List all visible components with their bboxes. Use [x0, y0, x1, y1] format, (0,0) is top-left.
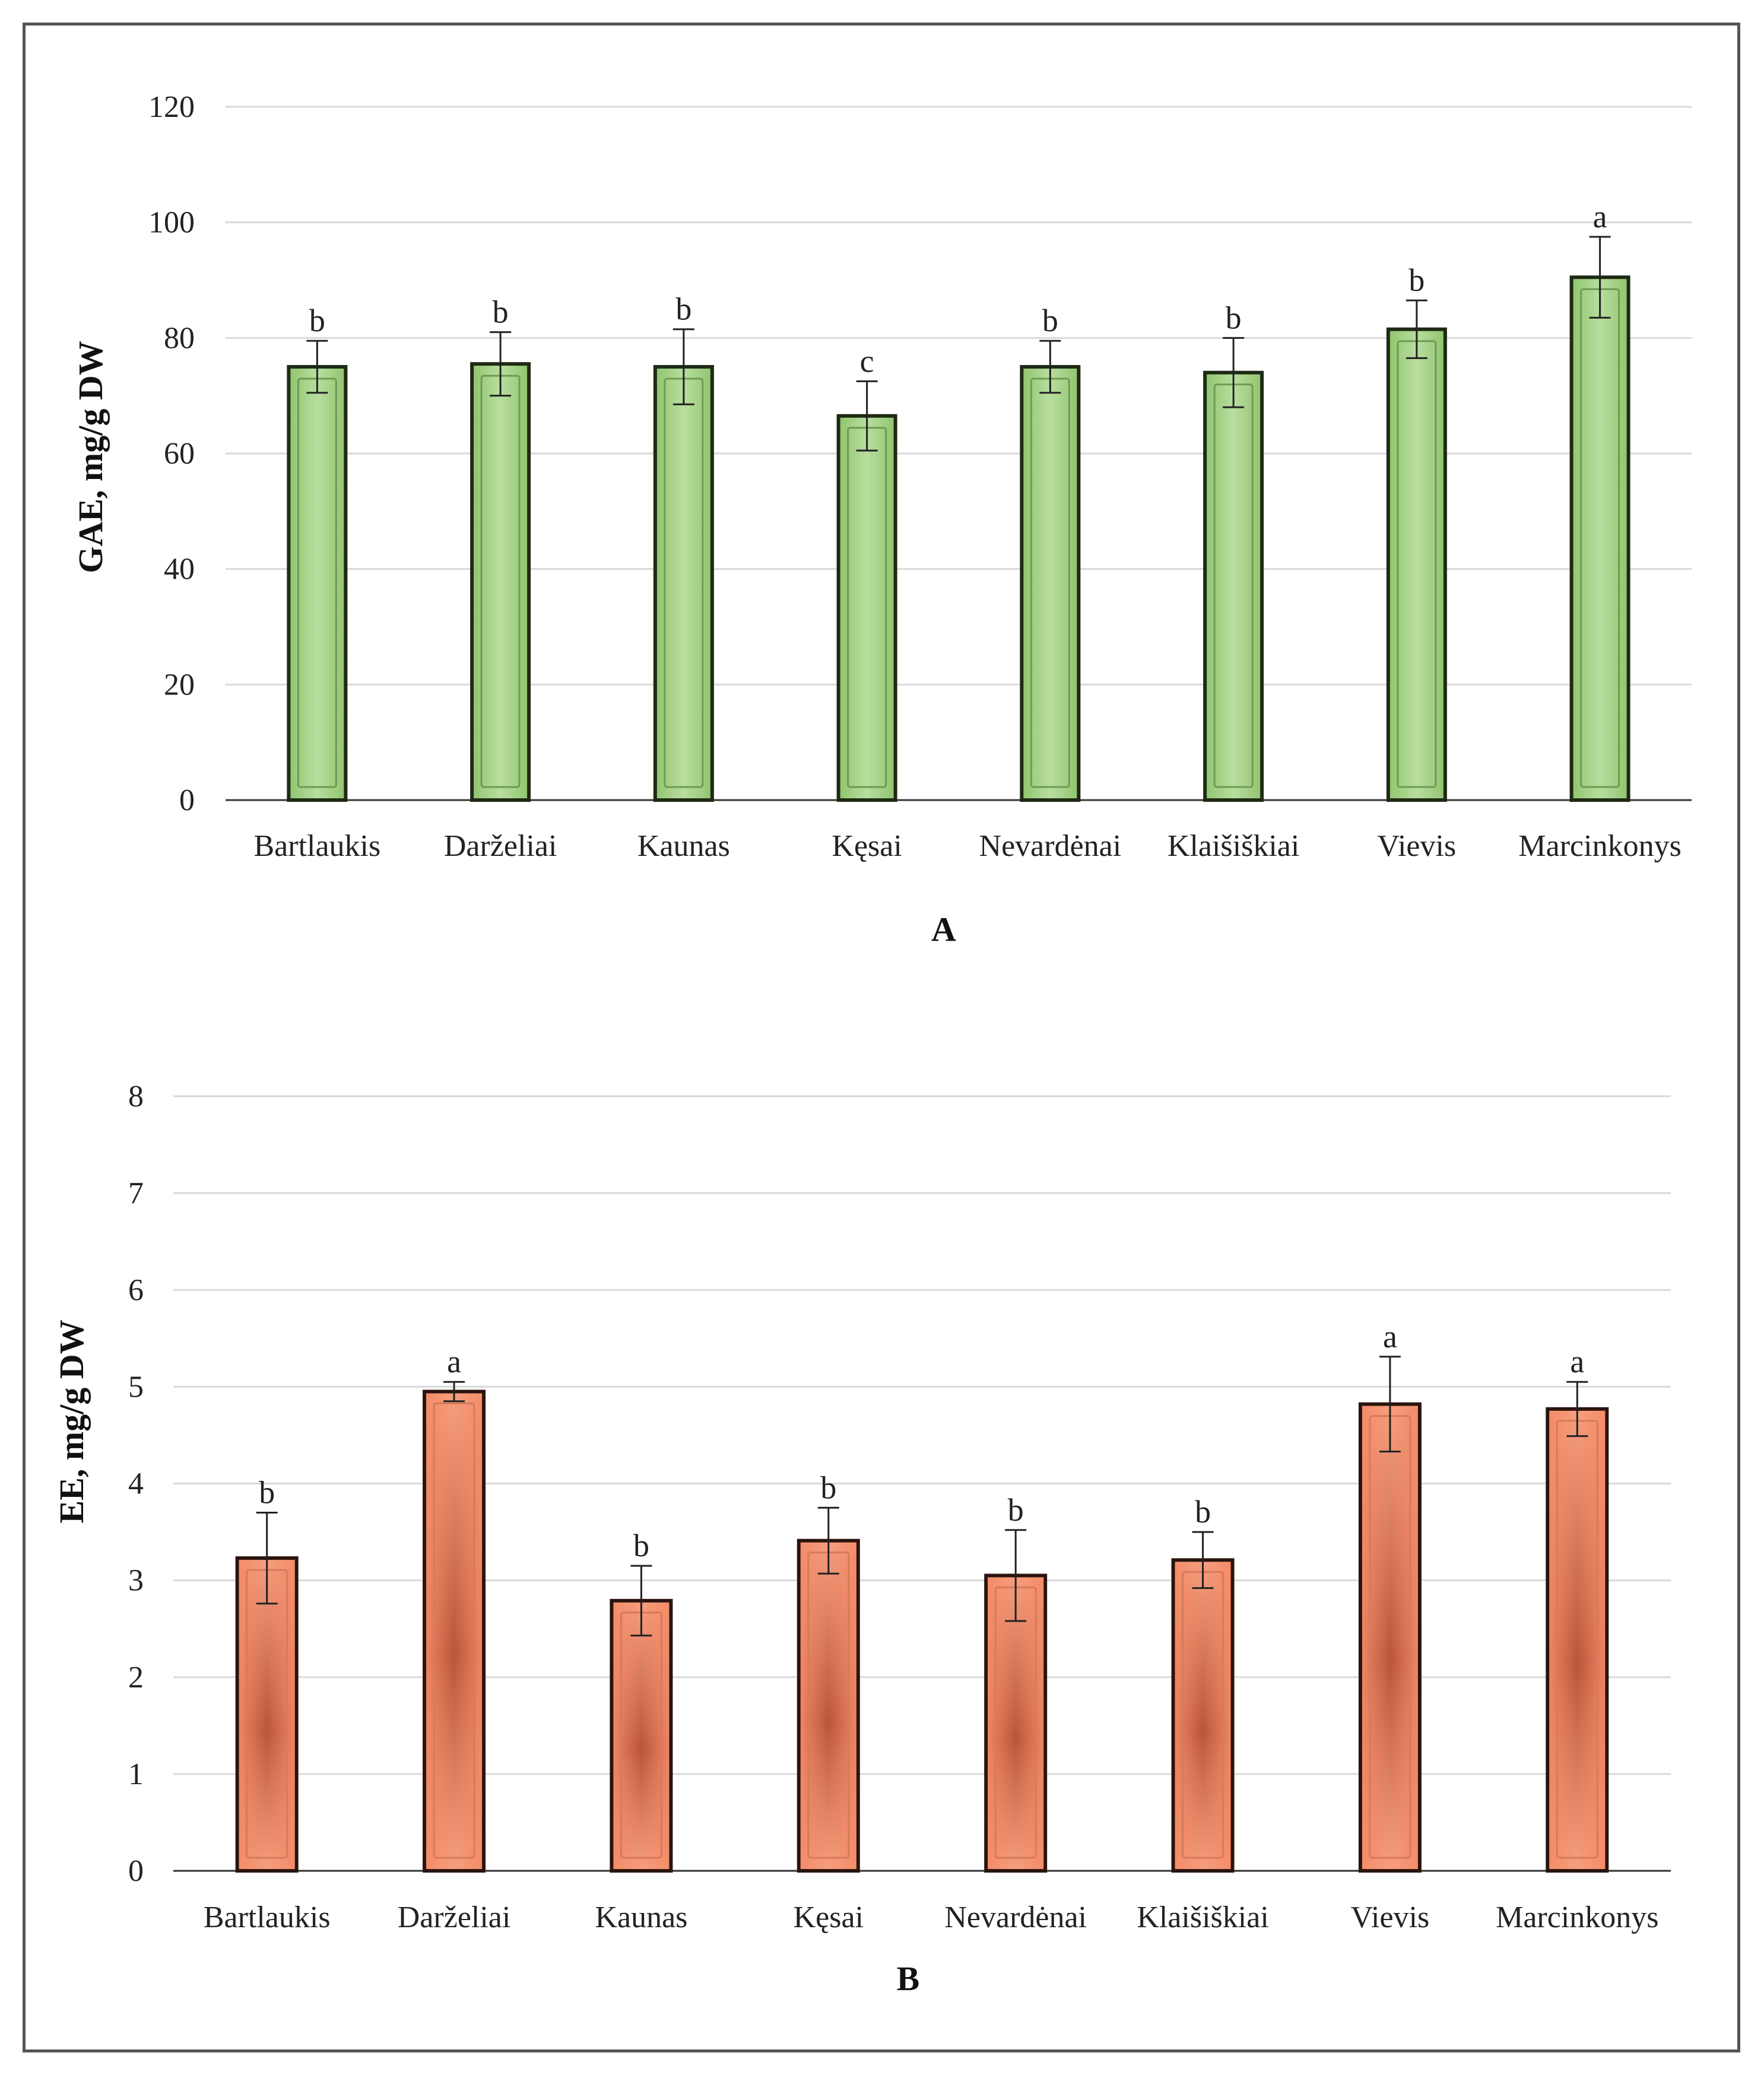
- x-tick-label-5: Nevardėnai: [944, 1901, 1087, 1934]
- panel-a-bars: b b b c b b b a: [287, 199, 1630, 802]
- bar-group-8: a: [1546, 1344, 1609, 1873]
- x-tick-label-1: Bartlaukis: [254, 829, 381, 863]
- significance-letter-3: b: [675, 291, 691, 327]
- significance-letter-5: b: [1042, 303, 1058, 338]
- y-tick-label-5: 5: [128, 1370, 144, 1404]
- x-tick-label-4: Kęsai: [832, 829, 902, 863]
- y-tick-label-3: 3: [128, 1564, 144, 1598]
- y-tick-label-1: 1: [128, 1757, 144, 1791]
- bar-group-6: b: [1203, 300, 1264, 802]
- figure-frame: [23, 23, 1740, 2052]
- y-tick-label-0: 0: [179, 783, 195, 817]
- bar-2: [470, 362, 531, 802]
- x-tick-label-3: Kaunas: [595, 1901, 687, 1934]
- x-tick-label-1: Bartlaukis: [204, 1901, 331, 1934]
- bar-sheen-7: [1362, 1405, 1418, 1869]
- bar-1: [287, 365, 348, 802]
- x-tick-label-7: Vievis: [1378, 829, 1457, 863]
- bar-sheen-6: [1175, 1562, 1231, 1869]
- bar-sheen-2: [426, 1393, 483, 1869]
- significance-letter-3: b: [633, 1528, 649, 1563]
- bar-sheen-4: [800, 1542, 856, 1869]
- significance-letter-4: c: [860, 343, 874, 379]
- x-tick-label-5: Nevardėnai: [979, 829, 1122, 863]
- significance-letter-6: b: [1226, 300, 1242, 335]
- x-tick-label-3: Kaunas: [637, 829, 730, 863]
- x-tick-label-8: Marcinkonys: [1496, 1901, 1658, 1934]
- panel-b-y-axis: 0 1 2 3 4 5 6 7 8: [128, 1080, 144, 1888]
- bar-group-3: b: [653, 291, 714, 802]
- bar-sheen-5: [988, 1577, 1044, 1869]
- bar-sheen-1: [239, 1560, 295, 1869]
- bar-group-1: b: [287, 303, 348, 802]
- chart-panel-b: 0 1 2 3 4 5 6 7 8 b a b b b b a a Bartlaukis Darželiai Ka…: [52, 1080, 1671, 1998]
- significance-letter-2: a: [447, 1344, 461, 1379]
- bar-7: [1386, 327, 1447, 802]
- chart-panel-a: 0 20 40 60 80 100 120 b b b c b b b a Bartlaukis Darže…: [71, 90, 1692, 948]
- y-tick-label-20: 20: [164, 668, 195, 702]
- y-tick-label-8: 8: [128, 1080, 144, 1113]
- x-tick-label-4: Kęsai: [794, 1901, 864, 1934]
- bar-5: [1020, 365, 1081, 802]
- x-tick-label-2: Darželiai: [398, 1901, 511, 1934]
- panel-b-label: B: [897, 1959, 920, 1998]
- bar-group-2: a: [423, 1344, 486, 1873]
- bar-group-7: a: [1358, 1319, 1422, 1873]
- bar-sheen-3: [613, 1602, 670, 1869]
- y-tick-label-120: 120: [148, 90, 195, 124]
- y-tick-label-7: 7: [128, 1176, 144, 1210]
- bar-6: [1203, 370, 1264, 802]
- significance-letter-2: b: [493, 294, 509, 330]
- y-tick-label-2: 2: [128, 1661, 144, 1695]
- panel-b-x-axis: Bartlaukis Darželiai Kaunas Kęsai Nevardėnai…: [204, 1901, 1659, 1934]
- significance-letter-8: a: [1593, 199, 1607, 234]
- bar-8: [1569, 275, 1630, 802]
- y-tick-label-60: 60: [164, 437, 195, 471]
- significance-letter-8: a: [1570, 1344, 1584, 1379]
- y-tick-label-6: 6: [128, 1273, 144, 1307]
- significance-letter-7: a: [1383, 1319, 1397, 1354]
- bar-group-3: b: [610, 1528, 673, 1873]
- y-tick-label-0: 0: [128, 1854, 144, 1888]
- y-tick-label-100: 100: [148, 206, 195, 240]
- significance-letter-4: b: [820, 1470, 836, 1505]
- bar-group-5: b: [1020, 303, 1081, 802]
- bar-bevel-2: [433, 1403, 475, 1859]
- x-tick-label-6: Klaišiškiai: [1137, 1901, 1268, 1934]
- x-tick-label-6: Klaišiškiai: [1167, 829, 1299, 863]
- bar-group-2: b: [470, 294, 531, 802]
- panel-a-y-axis-title: GAE, mg/g DW: [71, 341, 110, 573]
- bar-group-5: b: [984, 1492, 1048, 1873]
- bar-sheen-8: [1549, 1410, 1606, 1869]
- bar-group-8: a: [1569, 199, 1630, 802]
- significance-letter-5: b: [1008, 1492, 1024, 1528]
- significance-letter-7: b: [1408, 262, 1424, 298]
- x-tick-label-7: Vievis: [1351, 1901, 1430, 1934]
- panel-b-y-axis-title: EE, mg/g DW: [52, 1319, 91, 1523]
- panel-a-x-axis: Bartlaukis Darželiai Kaunas Kęsai Nevardėnai…: [254, 829, 1681, 863]
- bar-group-4: b: [797, 1470, 860, 1873]
- panel-a-label: A: [931, 910, 956, 948]
- bar-group-4: c: [836, 343, 897, 802]
- significance-letter-6: b: [1195, 1494, 1211, 1530]
- y-tick-label-40: 40: [164, 553, 195, 586]
- panel-b-bars: b a b b b b a a: [235, 1319, 1609, 1873]
- x-tick-label-2: Darželiai: [444, 829, 557, 863]
- y-tick-label-80: 80: [164, 321, 195, 355]
- bar-4: [836, 414, 897, 802]
- panel-a-gridlines: [226, 106, 1692, 801]
- bar-group-6: b: [1171, 1494, 1235, 1873]
- significance-letter-1: b: [259, 1474, 275, 1510]
- bar-group-7: b: [1386, 262, 1447, 802]
- panel-b-gridlines: [173, 1095, 1671, 1872]
- x-tick-label-8: Marcinkonys: [1518, 829, 1681, 863]
- bar-group-1: b: [235, 1474, 299, 1873]
- bar-3: [653, 365, 714, 802]
- y-tick-label-4: 4: [128, 1467, 144, 1501]
- significance-letter-1: b: [309, 303, 325, 338]
- panel-a-y-axis: 0 20 40 60 80 100 120: [148, 90, 195, 817]
